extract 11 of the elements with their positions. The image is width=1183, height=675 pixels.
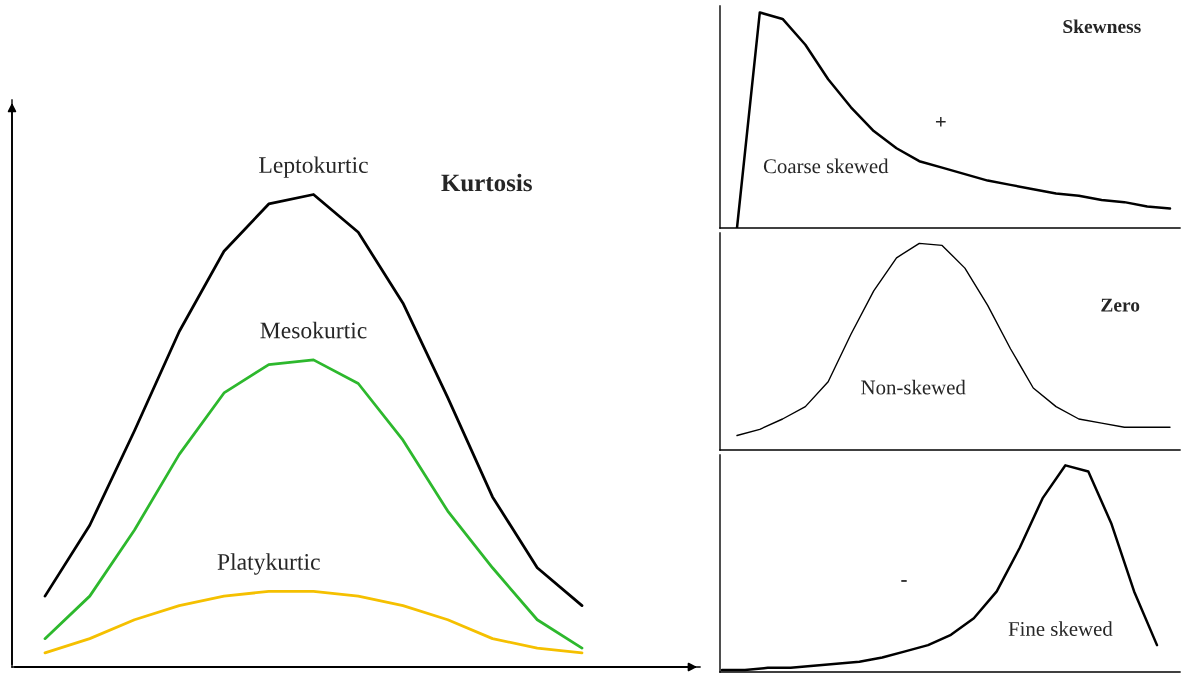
annotation: Non-skewed <box>861 379 966 395</box>
chart-title: Kurtosis <box>441 173 532 192</box>
text: Zero <box>1101 298 1140 312</box>
annotation: - <box>901 580 907 582</box>
annotation: Fine skewed <box>1008 621 1113 636</box>
series-label: Mesokurtic <box>260 321 367 339</box>
annotation: + <box>935 116 946 127</box>
series-label: Leptokurtic <box>259 156 368 178</box>
series-label: Platykurtic <box>217 553 320 575</box>
annotation: Coarse skewed <box>763 158 889 174</box>
chart-title: Skewness <box>1063 19 1141 34</box>
